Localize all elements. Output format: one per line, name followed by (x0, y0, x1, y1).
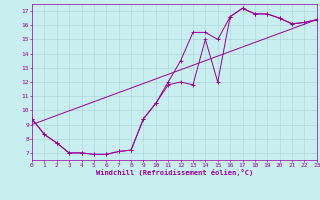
X-axis label: Windchill (Refroidissement éolien,°C): Windchill (Refroidissement éolien,°C) (96, 169, 253, 176)
